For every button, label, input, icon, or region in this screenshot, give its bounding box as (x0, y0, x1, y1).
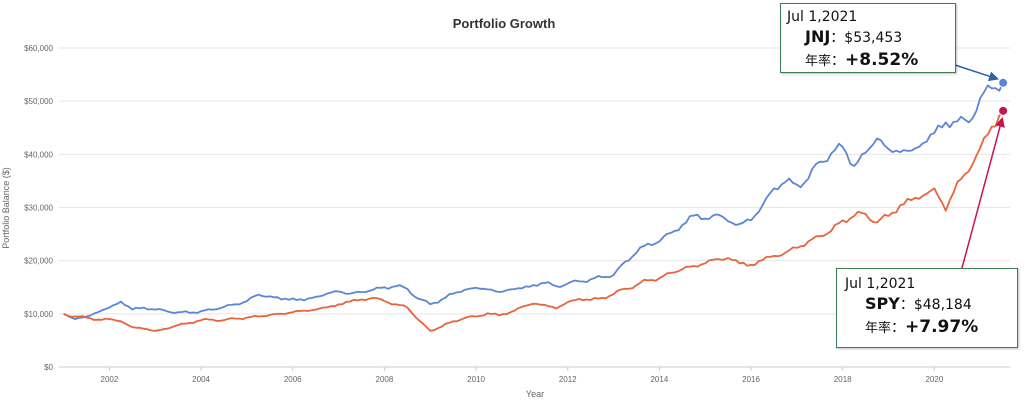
jnj-callout-rate-label: 年率 (805, 54, 832, 69)
x-axis-label: Year (526, 389, 544, 399)
x-tick-label: 2006 (284, 375, 302, 384)
y-tick-label: $50,000 (24, 97, 53, 106)
jnj-callout-colon: ： (830, 30, 845, 46)
jnj-callout-date: Jul 1,2021 (787, 9, 858, 25)
jnj-arrow (954, 64, 1000, 82)
axis-layer: $0 $10,000 $20,000 $30,000 $40,000 $50,000 $60… (24, 44, 1010, 384)
annotation-layer (954, 64, 1009, 269)
spy-callout-rate-label: 年率 (865, 321, 892, 336)
x-tick-label: 2016 (742, 375, 760, 384)
series-line-jnj (63, 82, 1004, 320)
spy-callout-value: $48,184 (913, 297, 972, 313)
spy-end-marker (998, 105, 1009, 116)
jnj-callout-value: $53,453 (844, 30, 903, 46)
x-tick-label: 2012 (559, 375, 577, 384)
x-tick-label: 2004 (192, 375, 210, 384)
x-tick-label: 2014 (650, 375, 668, 384)
y-tick-label: $40,000 (24, 150, 53, 159)
spy-callout-colon: ： (899, 297, 914, 313)
jnj-callout-ticker: JNJ (805, 27, 831, 46)
x-tick-label: 2008 (376, 375, 394, 384)
spy-callout-rate: +7.97% (905, 317, 979, 337)
spy-callout-value-row: SPY：$48,184 (845, 293, 1009, 316)
spy-callout-date: Jul 1,2021 (845, 276, 916, 292)
jnj-callout: Jul 1,2021 JNJ：$53,453 年率：+8.52% (780, 3, 956, 73)
jnj-end-marker (998, 77, 1009, 88)
grid-layer (59, 47, 1010, 368)
series-layer (63, 82, 1004, 332)
spy-arrow (961, 116, 1005, 269)
spy-callout-rate-colon: ： (891, 320, 906, 336)
jnj-callout-rate-colon: ： (831, 53, 846, 69)
series-line-spy (63, 110, 1004, 332)
y-tick-label: $30,000 (24, 204, 53, 213)
jnj-callout-rate: +8.52% (845, 50, 919, 70)
x-tick-label: 2002 (101, 375, 119, 384)
y-tick-label: $60,000 (24, 44, 53, 53)
x-tick-label: 2020 (925, 375, 943, 384)
x-tick-label: 2010 (467, 375, 485, 384)
y-tick-label: $0 (44, 363, 53, 372)
jnj-callout-value-row: JNJ：$53,453 (787, 26, 949, 49)
spy-callout-ticker: SPY (865, 294, 900, 313)
y-tick-label: $20,000 (24, 257, 53, 266)
spy-callout-rate-row: 年率：+7.97% (845, 316, 1009, 340)
spy-callout: Jul 1,2021 SPY：$48,184 年率：+7.97% (836, 268, 1018, 348)
x-tick-label: 2018 (834, 375, 852, 384)
jnj-callout-rate-row: 年率：+8.52% (787, 49, 949, 73)
y-axis-label: Portfolio Balance ($) (1, 167, 11, 249)
y-tick-label: $10,000 (24, 310, 53, 319)
chart-title: Portfolio Growth (453, 16, 556, 31)
